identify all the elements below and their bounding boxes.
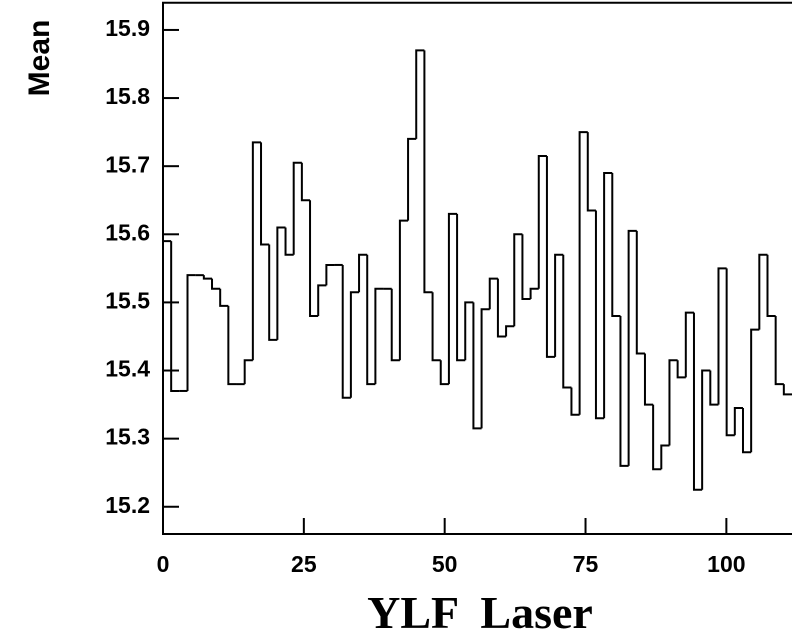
histogram-bin — [423, 50, 433, 294]
histogram-bin — [260, 142, 270, 246]
histogram-bin — [398, 219, 409, 361]
histogram-bin — [643, 353, 654, 406]
histogram-bin — [668, 359, 678, 446]
histogram-bin — [652, 404, 662, 471]
histogram-bin — [766, 254, 776, 318]
histogram-bin — [439, 360, 449, 386]
histogram-bin — [627, 229, 637, 466]
histogram-bin — [374, 287, 384, 385]
histogram-bin — [782, 384, 792, 396]
histogram-bin — [758, 253, 768, 330]
histogram-bin — [774, 316, 784, 386]
x-axis-title: YLF Laser — [367, 587, 593, 638]
x-tick-label: 100 — [707, 551, 745, 577]
y-tick-label: 15.4 — [105, 356, 150, 382]
histogram-bin — [537, 154, 547, 289]
histogram-bin — [390, 288, 400, 362]
y-tick-label: 15.7 — [105, 151, 150, 177]
histogram-bin — [701, 369, 711, 490]
histogram-bin — [709, 370, 719, 406]
histogram-bin — [692, 312, 703, 491]
histogram-bin — [219, 288, 229, 307]
histogram-bin — [251, 141, 262, 361]
x-tick-label: 25 — [291, 551, 317, 577]
y-tick-label: 15.8 — [105, 83, 150, 109]
histogram-bin — [349, 291, 360, 398]
histogram-bin — [521, 234, 531, 301]
histogram-bin — [496, 278, 507, 338]
histogram-bin — [545, 155, 556, 358]
x-tick-label: 50 — [432, 551, 458, 577]
histogram-bin — [480, 308, 490, 429]
y-tick-label: 15.9 — [105, 15, 150, 41]
histogram-bin — [309, 200, 319, 318]
histogram-bin — [741, 407, 752, 454]
histogram-bin — [472, 302, 482, 430]
histogram-bin — [717, 267, 727, 405]
histogram-bin — [733, 406, 743, 436]
histogram-bin — [611, 172, 621, 318]
y-tick-label: 15.6 — [105, 219, 150, 245]
y-tick-label: 15.5 — [105, 287, 150, 313]
histogram-bin — [407, 137, 417, 221]
histogram-bin — [603, 171, 613, 419]
histogram-bin — [431, 292, 441, 362]
histogram-bin — [186, 274, 196, 391]
histogram-bin — [570, 387, 580, 416]
histogram-bin — [505, 325, 515, 337]
histogram-bin — [284, 227, 294, 256]
histogram-bin — [619, 316, 629, 467]
histogram-bin — [268, 244, 278, 341]
histogram-bin — [292, 161, 302, 255]
histogram-bin — [488, 277, 498, 310]
y-tick-label: 15.2 — [105, 492, 150, 518]
histogram-bin — [358, 253, 368, 293]
histogram-bin — [660, 444, 670, 470]
x-tick-label: 75 — [573, 551, 599, 577]
histogram-bin — [162, 240, 172, 534]
histogram-bin — [456, 213, 466, 362]
histogram-bin — [676, 360, 686, 379]
histogram-bin — [554, 253, 564, 357]
histogram-bin — [725, 268, 735, 437]
y-axis-title: Mean — [23, 20, 56, 97]
histogram-bin — [325, 263, 335, 286]
y-tick-label: 15.3 — [105, 424, 150, 450]
histogram-bin — [300, 162, 311, 202]
histogram-bin — [202, 275, 213, 280]
histogram-bin — [415, 49, 425, 139]
histogram-bin — [170, 241, 180, 392]
histogram-bin — [529, 287, 539, 300]
histogram-bin — [684, 311, 694, 378]
histogram-bin — [276, 226, 286, 340]
histogram-bin — [366, 254, 376, 386]
histogram-bin — [513, 233, 523, 327]
plot-frame — [162, 1, 792, 535]
histogram-bin — [578, 131, 588, 415]
histogram-bin — [464, 301, 474, 361]
histogram-bin — [594, 210, 605, 420]
histogram-bin — [750, 328, 760, 453]
histogram-bin — [586, 132, 596, 212]
histogram-bin — [562, 254, 572, 389]
histogram-bin — [243, 359, 253, 385]
x-tick-label: 0 — [157, 551, 170, 577]
histogram-bin — [317, 284, 327, 317]
histogram-bin — [341, 264, 351, 399]
histogram-bin — [211, 278, 221, 290]
histogram-bin — [227, 305, 237, 386]
histogram-bin — [447, 212, 458, 385]
histogram-bin — [635, 230, 645, 355]
